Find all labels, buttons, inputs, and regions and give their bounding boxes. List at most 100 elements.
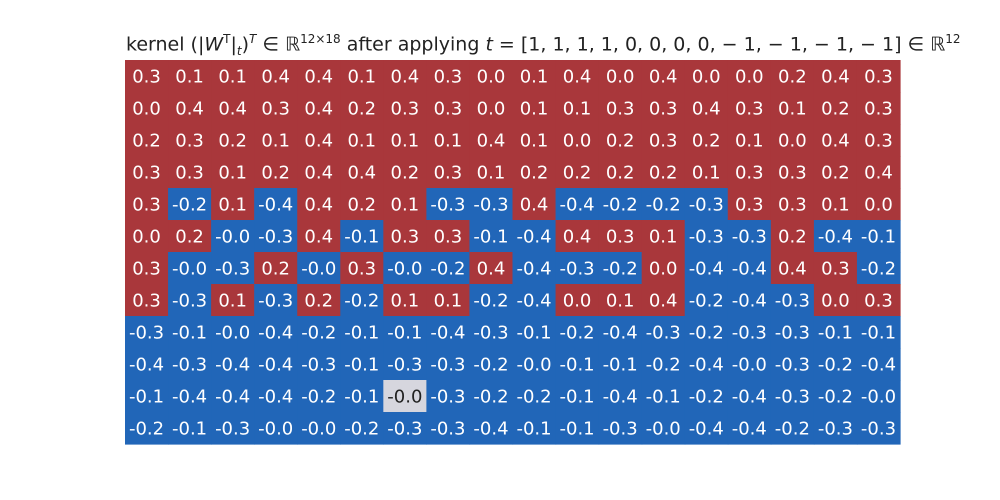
heatmap-cell-label: -0.1 [129, 387, 164, 408]
heatmap-cell-label: 0.0 [606, 67, 635, 88]
heatmap-cell [297, 380, 341, 413]
heatmap-cell [512, 156, 557, 189]
heatmap-cell [383, 284, 427, 317]
heatmap-cell-label: -0.0 [861, 387, 896, 408]
heatmap-cell-label: -0.2 [344, 291, 379, 312]
title-in1: ∈ [256, 33, 286, 56]
heatmap-cell [125, 252, 169, 285]
heatmap-cell [856, 60, 901, 93]
heatmap-cell-label: 0.2 [821, 163, 850, 184]
heatmap-cell-label: 0.4 [649, 67, 678, 88]
heatmap-cell-label: 0.2 [304, 291, 333, 312]
heatmap-cell-label: 0.3 [434, 67, 463, 88]
heatmap-cell-label: -0.4 [732, 291, 767, 312]
heatmap-cell [598, 156, 643, 189]
heatmap-cell [125, 124, 169, 157]
heatmap-cell-label: 0.4 [304, 99, 333, 120]
heatmap-cell-label: -0.4 [215, 355, 250, 376]
heatmap-cell [598, 220, 643, 253]
heatmap-cell [254, 252, 298, 285]
heatmap-cell [469, 92, 514, 125]
heatmap-cell [512, 124, 557, 157]
heatmap-cell-label: -0.2 [603, 195, 638, 216]
heatmap-cell [469, 188, 514, 221]
heatmap-cell-label: 0.3 [864, 67, 893, 88]
heatmap-cell [383, 316, 427, 349]
heatmap-cell-label: 0.3 [735, 99, 764, 120]
heatmap-cell [856, 380, 901, 413]
heatmap-cell-label: -0.3 [430, 195, 465, 216]
heatmap-cell-label: 0.2 [261, 163, 290, 184]
heatmap-cell [426, 220, 471, 253]
heatmap-cell [813, 412, 858, 445]
heatmap-cell [856, 188, 901, 221]
heatmap-cell [813, 220, 858, 253]
heatmap-cell [598, 188, 643, 221]
heatmap-cell-label: -0.3 [560, 259, 595, 280]
heatmap-cell [641, 252, 686, 285]
heatmap-cell [512, 380, 557, 413]
heatmap-cell-label: -0.1 [861, 227, 896, 248]
heatmap-cell [469, 220, 514, 253]
heatmap-cell-label: 0.3 [735, 163, 764, 184]
heatmap-cell [426, 92, 471, 125]
heatmap-cell-label: 0.4 [477, 259, 506, 280]
heatmap-cell-label: -0.2 [172, 195, 207, 216]
heatmap-cell-label: -0.1 [387, 323, 422, 344]
heatmap-cell-label: 0.1 [778, 99, 807, 120]
heatmap-cell [641, 380, 686, 413]
heatmap-cell-label: -0.2 [646, 355, 681, 376]
heatmap-cell-label: -0.0 [387, 387, 422, 408]
heatmap-cell-label: 0.4 [304, 227, 333, 248]
heatmap-cell [856, 412, 901, 445]
heatmap-cell-label: 0.1 [520, 99, 549, 120]
heatmap-cell-label: 0.1 [735, 131, 764, 152]
heatmap-cell [211, 188, 255, 221]
heatmap-cell-label: -0.2 [473, 355, 508, 376]
heatmap-cell-label: -0.3 [215, 419, 250, 440]
heatmap-cell [297, 412, 341, 445]
heatmap-cell [856, 316, 901, 349]
heatmap-cell-label: 0.1 [563, 99, 592, 120]
heatmap-cell-label: 0.0 [563, 291, 592, 312]
heatmap-cell-label: 0.3 [821, 259, 850, 280]
heatmap-cell [340, 348, 384, 381]
heatmap-cell [211, 220, 255, 253]
heatmap-cell [297, 124, 341, 157]
heatmap-cell-label: 0.3 [261, 99, 290, 120]
heatmap-cell [598, 252, 643, 285]
heatmap-cell-label: -0.1 [473, 227, 508, 248]
heatmap-cell-label: -0.1 [344, 355, 379, 376]
heatmap-cell [125, 220, 169, 253]
heatmap-cell [684, 124, 729, 157]
heatmap-cell-label: -0.4 [258, 387, 293, 408]
heatmap-cell-label: -0.3 [258, 227, 293, 248]
heatmap-cell-label: 0.3 [132, 259, 161, 280]
heatmap-cell [254, 60, 298, 93]
heatmap-cell [770, 348, 815, 381]
heatmap-cell-label: -0.0 [646, 419, 681, 440]
heatmap-cell [383, 252, 427, 285]
heatmap-cell-label: -0.1 [560, 419, 595, 440]
heatmap-cell-label: -0.3 [775, 291, 810, 312]
heatmap-cell [469, 380, 514, 413]
heatmap-cell [641, 124, 686, 157]
heatmap-cell-label: 0.4 [520, 195, 549, 216]
heatmap-cell-label: -0.2 [689, 387, 724, 408]
heatmap-cell-label: 0.1 [175, 67, 204, 88]
heatmap-cell [770, 124, 815, 157]
heatmap-cell [211, 92, 255, 125]
heatmap-cell-label: -0.3 [301, 355, 336, 376]
heatmap-cell-label: -0.4 [516, 227, 551, 248]
heatmap-cell-label: 0.4 [261, 67, 290, 88]
heatmap-cell-label: -0.3 [387, 419, 422, 440]
heatmap-cell-label: 0.0 [649, 259, 678, 280]
heatmap-cell-label: 0.3 [132, 163, 161, 184]
heatmap-cell [727, 220, 772, 253]
heatmap-cell [641, 284, 686, 317]
heatmap-cell-label: -0.4 [732, 419, 767, 440]
heatmap-cell-label: 0.1 [391, 195, 420, 216]
heatmap-cell-label: 0.1 [347, 131, 376, 152]
heatmap-cell-label: -0.0 [258, 419, 293, 440]
